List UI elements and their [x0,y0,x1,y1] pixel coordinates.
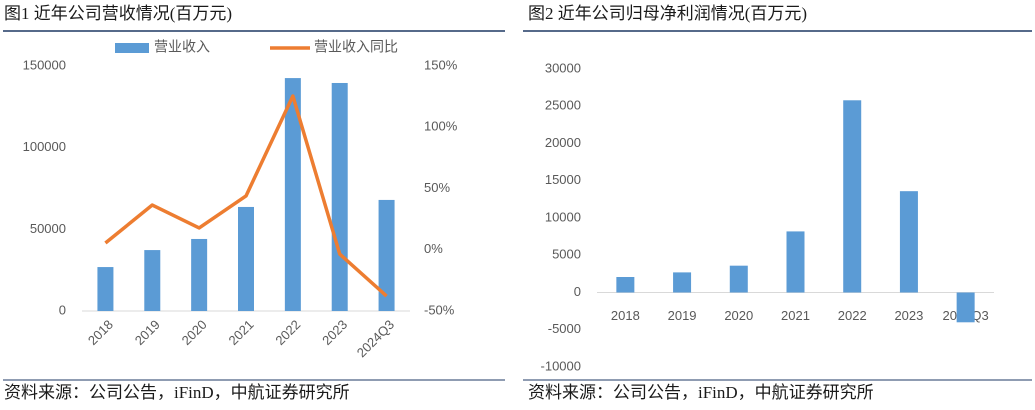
bar [899,191,918,293]
bar [843,100,862,293]
bar [97,267,114,311]
bar [786,231,805,293]
x-tick-label: 2021 [781,308,810,323]
x-tick-label: 2022 [838,308,867,323]
bar [616,277,635,293]
y-tick-label: 5000 [552,247,581,262]
legend-label: 营业收入 [154,39,210,55]
y-tick-label: 100000 [23,139,66,154]
bar [191,238,208,311]
y2-tick-label: -50% [424,302,455,317]
x-tick-label: 2021 [225,317,256,348]
y-tick-label: 25000 [545,98,581,113]
x-tick-label: 2023 [319,317,350,348]
chart-title: 图2 近年公司归母净利润情况(百万元) [528,4,807,23]
chart-title: 图1 近年公司营收情况(百万元) [4,4,232,23]
y-tick-label: 15000 [545,172,581,187]
x-tick-label: 2023 [894,308,923,323]
x-tick-label: 2018 [85,317,116,348]
source: 资料来源：公司公告，iFinD，中航证券研究所 [528,383,874,402]
x-tick-label: 2019 [668,308,697,323]
source: 资料来源：公司公告，iFinD，中航证券研究所 [4,383,350,402]
bar [144,250,161,311]
x-tick-label: 2020 [724,308,753,323]
y-tick-label: 0 [574,284,581,299]
y2-tick-label: 0% [424,241,443,256]
y2-tick-label: 150% [424,57,458,72]
bar [673,272,692,293]
bar [378,199,395,311]
x-tick-label: 2022 [272,317,303,348]
bar [729,265,748,293]
x-tick-label: 2024Q3 [354,317,397,360]
y-tick-label: 10000 [545,209,581,224]
y-tick-label: 50000 [30,221,66,236]
y2-tick-label: 100% [424,119,458,134]
x-tick-label: 2020 [179,317,210,348]
x-tick-label: 2019 [132,317,163,348]
legend-swatch [115,43,149,53]
y-tick-label: 150000 [23,57,66,72]
bar [284,78,301,311]
line [104,94,388,298]
bar [238,206,254,311]
y-tick-label: 20000 [545,135,581,150]
y-tick-label: 30000 [545,60,581,75]
y-tick-label: -5000 [548,321,581,336]
y2-tick-label: 50% [424,180,450,195]
y-tick-label: -10000 [541,358,581,373]
y-tick-label: 0 [59,302,66,317]
bar [331,82,348,311]
x-tick-label: 2018 [611,308,640,323]
legend-label: 营业收入同比 [314,39,398,55]
bar [956,292,975,323]
